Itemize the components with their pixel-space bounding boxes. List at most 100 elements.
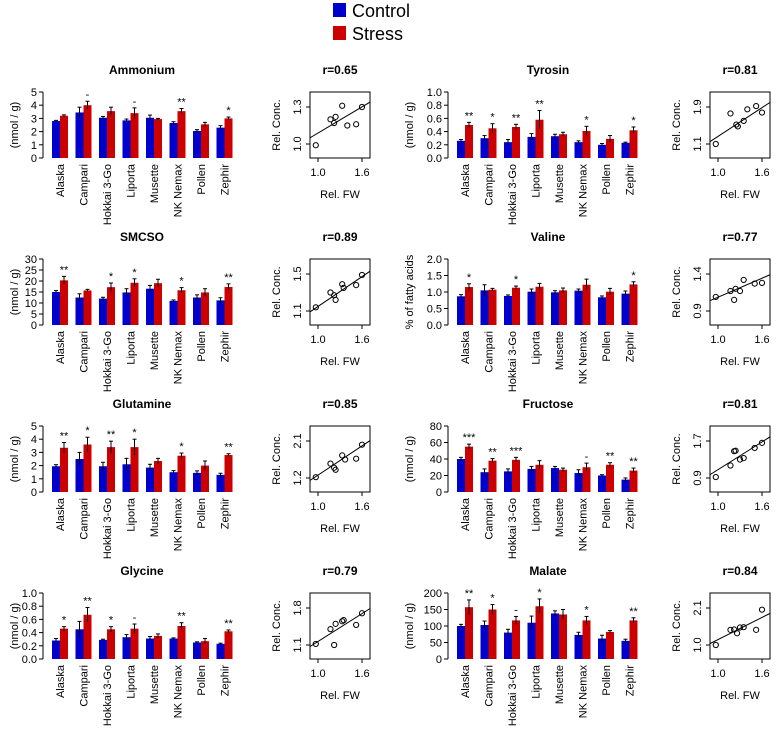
bar-control <box>457 459 465 492</box>
scatter-point <box>340 617 347 624</box>
bar-control <box>527 291 536 325</box>
scatter-point <box>734 123 741 130</box>
bar-stress <box>629 284 638 325</box>
significance-mark: * <box>631 270 636 282</box>
category-label: Campari <box>79 665 91 707</box>
bar-control <box>504 142 512 158</box>
bar-stress <box>224 118 233 158</box>
bar-stress <box>465 287 473 325</box>
regression-line <box>310 608 370 648</box>
y-axis-label: % of fatty acids <box>404 254 416 329</box>
scatter-title: r=0.65 <box>322 63 357 77</box>
category-label: Zephir <box>220 665 232 697</box>
y-tick-label: 1.7 <box>692 433 704 448</box>
y-tick-label: 0 <box>31 487 37 499</box>
y-tick-label: 0.9 <box>692 470 704 485</box>
category-label: NK Nemax <box>173 665 185 719</box>
scatter-point <box>358 441 366 448</box>
y-tick-label: 0 <box>436 654 442 666</box>
scatter-title: r=0.84 <box>722 564 757 578</box>
category-label: Musette <box>554 331 566 370</box>
significance-mark: * <box>109 271 114 283</box>
y-tick-label: 30 <box>25 254 37 266</box>
x-tick-label: 1.0 <box>710 501 725 513</box>
bar-stress <box>130 282 139 325</box>
category-label: Pollen <box>196 665 208 696</box>
significance-mark: - <box>514 604 518 616</box>
bar-stress <box>488 289 497 325</box>
scatter-point <box>339 281 346 288</box>
bar-stress <box>606 464 614 492</box>
scatter-frame <box>309 258 371 326</box>
scatter-frame <box>709 91 771 159</box>
bar-control <box>216 474 225 492</box>
bar-chart-title: Glycine <box>120 564 164 578</box>
bar-chart: Ammonium 012 345 (nmol / g) Alaska - Campari Ho… <box>9 63 233 225</box>
category-label: Campari <box>79 498 91 540</box>
significance-mark: * <box>85 425 90 437</box>
bar-stress <box>629 130 638 158</box>
y-axis-label: Rel. Conc. <box>271 600 283 651</box>
y-axis-label: Rel. Conc. <box>271 99 283 150</box>
y-tick-label: 1.5 <box>292 266 304 281</box>
bar-stress <box>535 464 544 492</box>
y-tick-label: 0.8 <box>427 100 442 112</box>
y-tick-label: 0.8 <box>22 601 37 613</box>
y-tick-label: 0 <box>31 153 37 165</box>
bar-stress <box>629 620 638 659</box>
bar-stress <box>559 469 567 492</box>
regression-line <box>710 101 770 143</box>
category-label: Liporta <box>126 664 138 699</box>
scatter-plot: r=0.81 1.0 1.6 1.1 1.9 Rel. FW Rel. Conc. <box>671 63 771 201</box>
bar-control <box>122 292 131 325</box>
y-tick-label: 0.0 <box>427 153 442 165</box>
category-label: NK Nemax <box>578 331 590 385</box>
scatter-point <box>353 455 360 462</box>
scatter-frame <box>309 425 371 493</box>
y-axis-label: (nmol / g) <box>9 436 21 482</box>
bar-control <box>574 142 583 158</box>
bar-chart-title: Valine <box>531 230 566 244</box>
bar-control <box>574 290 583 325</box>
y-tick-label: 2 <box>31 127 37 139</box>
y-tick-label: 40 <box>430 454 442 466</box>
scatter-point <box>340 284 347 291</box>
bar-control <box>52 121 60 158</box>
scatter-point <box>342 456 349 463</box>
bar-stress <box>582 130 591 158</box>
category-label: Zephir <box>220 498 232 530</box>
bar-control <box>480 138 489 158</box>
bar-stress <box>465 446 473 492</box>
scatter-title: r=0.81 <box>722 63 757 77</box>
y-axis-label: Rel. Conc. <box>671 600 683 651</box>
scatter-point <box>327 116 334 123</box>
significance-mark: * <box>226 105 231 117</box>
y-axis-label: Rel. Conc. <box>271 266 283 317</box>
bar-control <box>75 297 84 325</box>
category-label: Liporta <box>126 497 138 532</box>
scatter-point <box>712 473 719 481</box>
category-label: Campari <box>484 164 496 206</box>
scatter-point <box>339 102 346 109</box>
bar-stress <box>488 460 497 492</box>
bar-control <box>75 459 84 492</box>
category-label: NK Nemax <box>578 665 590 719</box>
scatter-point <box>353 621 360 629</box>
bar-stress <box>154 119 162 158</box>
category-label: Campari <box>484 498 496 540</box>
legend-label-stress: Stress <box>352 24 403 44</box>
y-axis-label: Rel. Conc. <box>671 266 683 317</box>
category-label: Pollen <box>601 665 613 696</box>
bar-stress <box>154 460 162 492</box>
x-axis-label: Rel. FW <box>320 690 360 702</box>
y-tick-label: 4 <box>31 434 37 446</box>
significance-mark: ** <box>465 110 474 122</box>
bar-stress <box>201 292 209 325</box>
bar-chart: Glycine 0.00.20.4 0.60.81.0(nmol / g) * Alas… <box>9 564 233 726</box>
x-tick-label: 1.6 <box>754 167 769 179</box>
bar-control <box>621 640 630 659</box>
significance-mark: ** <box>83 596 92 608</box>
y-tick-label: 80 <box>430 421 442 433</box>
